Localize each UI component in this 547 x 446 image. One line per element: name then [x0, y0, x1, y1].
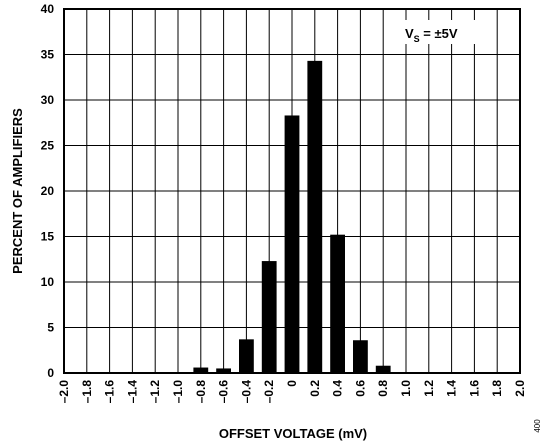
y-tick-label: 35: [41, 48, 55, 62]
y-tick-label: 40: [41, 2, 55, 16]
histogram-bar: [216, 368, 231, 373]
y-tick-label: 25: [41, 139, 55, 153]
x-tick-label: 0.6: [353, 380, 367, 397]
histogram-bar: [353, 340, 368, 373]
y-axis-label: PERCENT OF AMPLIFIERS: [10, 108, 25, 274]
histogram-bar: [239, 339, 254, 373]
x-tick-label: –1.4: [125, 380, 139, 404]
plot-frame: [63, 8, 521, 374]
histogram-bar: [307, 60, 323, 374]
histogram-bar: [193, 367, 209, 373]
legend-label: VS = ±5V: [405, 26, 458, 44]
x-tick-label: –1.8: [80, 380, 94, 404]
x-tick-label: 1.4: [445, 380, 459, 397]
x-axis-label: OFFSET VOLTAGE (mV): [219, 426, 367, 441]
x-tick-label: –0.4: [239, 380, 253, 404]
histogram-bar: [375, 365, 391, 373]
grid: [64, 9, 520, 373]
y-tick-labels: 0 5 10 15 20 25 30 35 40: [41, 2, 55, 380]
x-tick-label: 1.0: [399, 380, 413, 397]
x-tick-label: 2.0: [513, 380, 527, 397]
histogram-bar: [330, 234, 345, 373]
y-tick-label: 30: [41, 93, 55, 107]
x-tick-label: –1.6: [103, 380, 117, 404]
x-tick-label: –1.0: [171, 380, 185, 404]
x-tick-label: –0.6: [217, 380, 231, 404]
figure-number: 400: [533, 419, 542, 433]
x-tick-label: –2.0: [57, 380, 71, 404]
histogram-bar: [284, 115, 300, 373]
y-tick-label: 20: [41, 184, 55, 198]
x-tick-label: 1.6: [467, 380, 481, 397]
x-tick-label: 1.2: [422, 380, 436, 397]
y-tick-label: 10: [41, 275, 55, 289]
legend-box: VS = ±5V: [398, 20, 478, 44]
x-tick-label: 0.2: [308, 380, 322, 397]
y-tick-label: 15: [41, 230, 55, 244]
x-tick-label: –1.2: [148, 380, 162, 404]
y-tick-label: 0: [47, 366, 54, 380]
y-tick-label: 5: [47, 321, 54, 335]
x-tick-label: –0.8: [194, 380, 208, 404]
bars: [193, 60, 437, 374]
x-tick-label: 0.4: [331, 380, 345, 397]
x-tick-labels: –2.0 –1.8 –1.6 –1.4 –1.2 –1.0 –0.8 –0.6 –0.4 –0.2…: [57, 380, 527, 404]
x-tick-label: 0: [285, 380, 299, 387]
histogram-bar: [261, 261, 277, 373]
x-tick-label: –0.2: [262, 380, 276, 404]
x-tick-label: 1.8: [490, 380, 504, 397]
x-tick-label: 0.8: [376, 380, 390, 397]
